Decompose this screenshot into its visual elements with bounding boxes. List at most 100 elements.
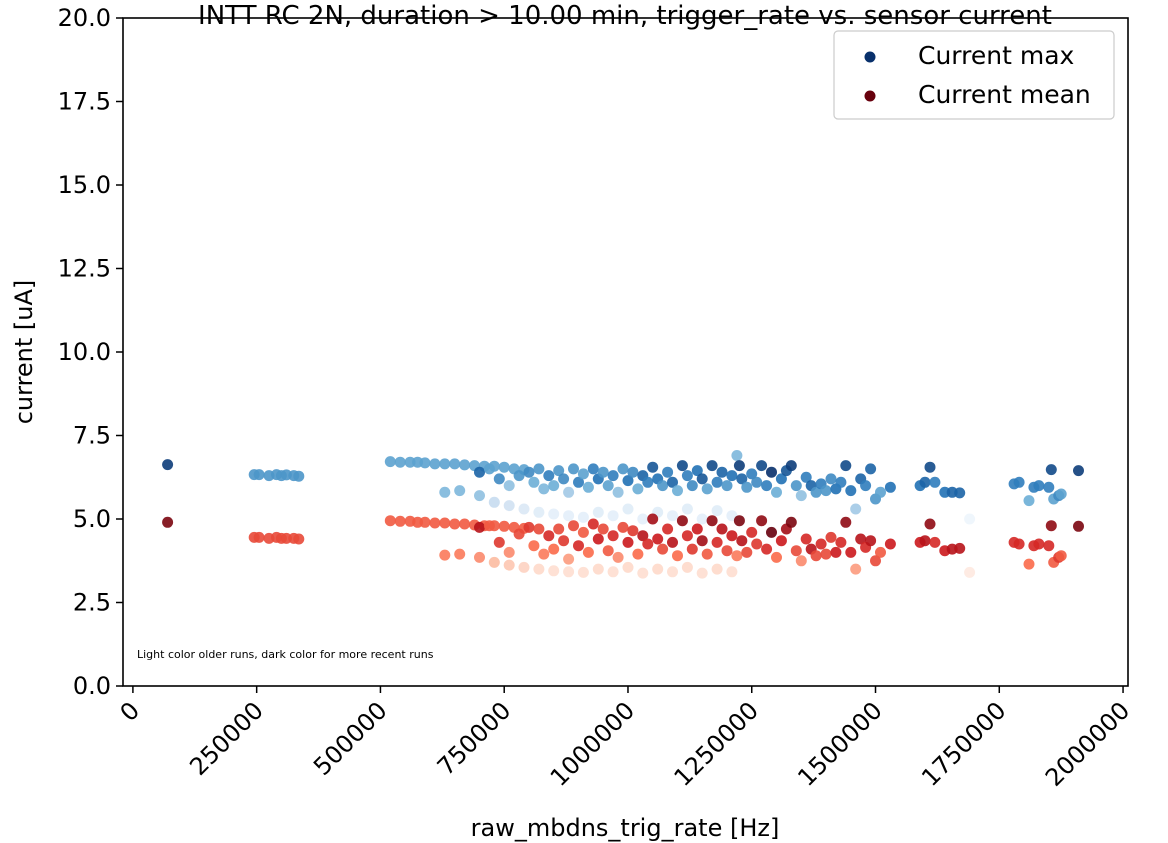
current-mean-point-97 bbox=[756, 515, 768, 527]
current-max-point-27 bbox=[488, 496, 500, 508]
current-max-point-129 bbox=[954, 487, 966, 499]
current-max-point-57 bbox=[563, 486, 575, 498]
current-mean-point-34 bbox=[592, 563, 604, 575]
current-max-point-114 bbox=[840, 460, 852, 472]
current-max-point-0 bbox=[162, 459, 174, 471]
current-max-point-36 bbox=[622, 503, 634, 515]
current-max-point-79 bbox=[672, 485, 683, 497]
y-tick-label: 2.5 bbox=[73, 589, 111, 617]
current-mean-point-25 bbox=[454, 548, 466, 560]
current-max-point-84 bbox=[696, 473, 708, 485]
current-mean-point-75 bbox=[652, 533, 664, 545]
current-mean-point-100 bbox=[771, 551, 782, 563]
current-mean-point-98 bbox=[761, 543, 773, 555]
current-mean-point-64 bbox=[597, 523, 609, 535]
current-mean-point-41 bbox=[696, 567, 708, 579]
y-tick-label: 7.5 bbox=[73, 422, 111, 450]
current-max-point-40 bbox=[681, 503, 693, 515]
current-max-point-132 bbox=[1013, 476, 1025, 488]
current-mean-point-101 bbox=[775, 535, 787, 547]
current-max-point-97 bbox=[756, 460, 768, 472]
current-mean-point-115 bbox=[845, 546, 857, 558]
chart-annotation: Light color older runs, dark color for m… bbox=[137, 648, 434, 661]
current-max-point-70 bbox=[627, 466, 639, 478]
current-mean-point-88 bbox=[716, 523, 728, 535]
current-max-point-45 bbox=[483, 463, 495, 475]
current-mean-point-35 bbox=[607, 566, 619, 578]
current-mean-point-120 bbox=[870, 555, 881, 567]
current-mean-point-87 bbox=[711, 536, 723, 548]
current-mean-point-48 bbox=[513, 528, 525, 540]
current-max-point-34 bbox=[592, 506, 604, 518]
current-mean-point-117 bbox=[855, 533, 867, 545]
current-max-point-121 bbox=[875, 486, 886, 498]
current-max-point-21 bbox=[498, 461, 510, 473]
legend-marker-current-max bbox=[864, 51, 876, 63]
current-max-point-76 bbox=[657, 480, 669, 492]
current-max-point-83 bbox=[691, 465, 703, 477]
current-mean-point-93 bbox=[736, 535, 748, 547]
current-mean-point-10 bbox=[394, 515, 406, 527]
current-max-point-133 bbox=[1023, 495, 1035, 507]
current-max-point-60 bbox=[577, 468, 589, 480]
current-mean-point-78 bbox=[667, 536, 678, 548]
current-max-point-49 bbox=[523, 466, 535, 478]
current-mean-point-63 bbox=[592, 533, 604, 545]
current-max-point-105 bbox=[795, 490, 807, 502]
current-max-point-103 bbox=[785, 460, 797, 472]
x-axis: 0 250000 500000 750000 1000000 1250000 1500000… bbox=[115, 686, 1135, 792]
current-mean-point-108 bbox=[810, 550, 822, 562]
current-mean-point-16 bbox=[449, 518, 461, 530]
current-mean-point-95 bbox=[746, 526, 758, 538]
current-mean-point-46 bbox=[493, 536, 505, 548]
current-max-point-33 bbox=[577, 511, 589, 523]
current-mean-point-109 bbox=[815, 538, 827, 550]
current-mean-point-86 bbox=[706, 515, 718, 527]
current-mean-point-37 bbox=[637, 567, 649, 579]
current-max-point-52 bbox=[538, 483, 550, 495]
current-max-point-13 bbox=[419, 457, 431, 469]
current-mean-point-89 bbox=[721, 545, 733, 557]
current-max-point-66 bbox=[607, 470, 619, 482]
current-mean-point-68 bbox=[617, 521, 629, 533]
current-max-point-44 bbox=[474, 466, 485, 478]
current-max-point-81 bbox=[681, 470, 693, 482]
current-max-point-56 bbox=[558, 473, 570, 485]
current-max-point-26 bbox=[474, 490, 485, 502]
current-mean-point-70 bbox=[627, 525, 639, 537]
current-max-point-61 bbox=[582, 481, 594, 493]
current-mean-point-96 bbox=[751, 538, 763, 550]
current-max-point-118 bbox=[860, 480, 872, 492]
current-mean-point-106 bbox=[800, 533, 812, 545]
current-mean-point-65 bbox=[602, 545, 614, 557]
y-tick-label: 12.5 bbox=[58, 255, 111, 283]
x-tick-label: 750000 bbox=[432, 696, 517, 781]
current-max-point-30 bbox=[533, 506, 545, 518]
current-max-point-8 bbox=[293, 470, 305, 482]
current-max-point-2 bbox=[253, 469, 265, 481]
current-mean-point-113 bbox=[835, 536, 847, 548]
current-mean-point-130 bbox=[964, 566, 976, 578]
current-max-point-88 bbox=[716, 466, 728, 478]
current-max-point-59 bbox=[573, 476, 584, 488]
current-mean-point-136 bbox=[1043, 540, 1055, 552]
chart-title: INTT RC 2N, duration > 10.00 min, trigge… bbox=[198, 1, 1052, 31]
legend-label-current-mean: Current mean bbox=[918, 80, 1091, 109]
x-tick-label: 1750000 bbox=[916, 696, 1011, 791]
x-tick-label: 1500000 bbox=[792, 696, 887, 791]
current-mean-point-51 bbox=[533, 523, 545, 535]
current-mean-point-32 bbox=[563, 566, 575, 578]
current-mean-point-132 bbox=[1013, 538, 1025, 550]
current-mean-point-85 bbox=[701, 548, 713, 560]
current-max-point-46 bbox=[493, 473, 505, 485]
current-max-point-82 bbox=[686, 480, 698, 492]
current-max-point-77 bbox=[662, 466, 674, 478]
current-max-point-48 bbox=[513, 470, 525, 482]
current-mean-point-52 bbox=[538, 548, 550, 560]
current-mean-point-47 bbox=[503, 546, 515, 558]
current-max-point-110 bbox=[820, 485, 832, 497]
current-max-point-141 bbox=[1073, 465, 1084, 477]
current-mean-point-60 bbox=[577, 526, 589, 538]
current-max-point-126 bbox=[929, 476, 941, 488]
current-mean-point-29 bbox=[518, 561, 530, 573]
